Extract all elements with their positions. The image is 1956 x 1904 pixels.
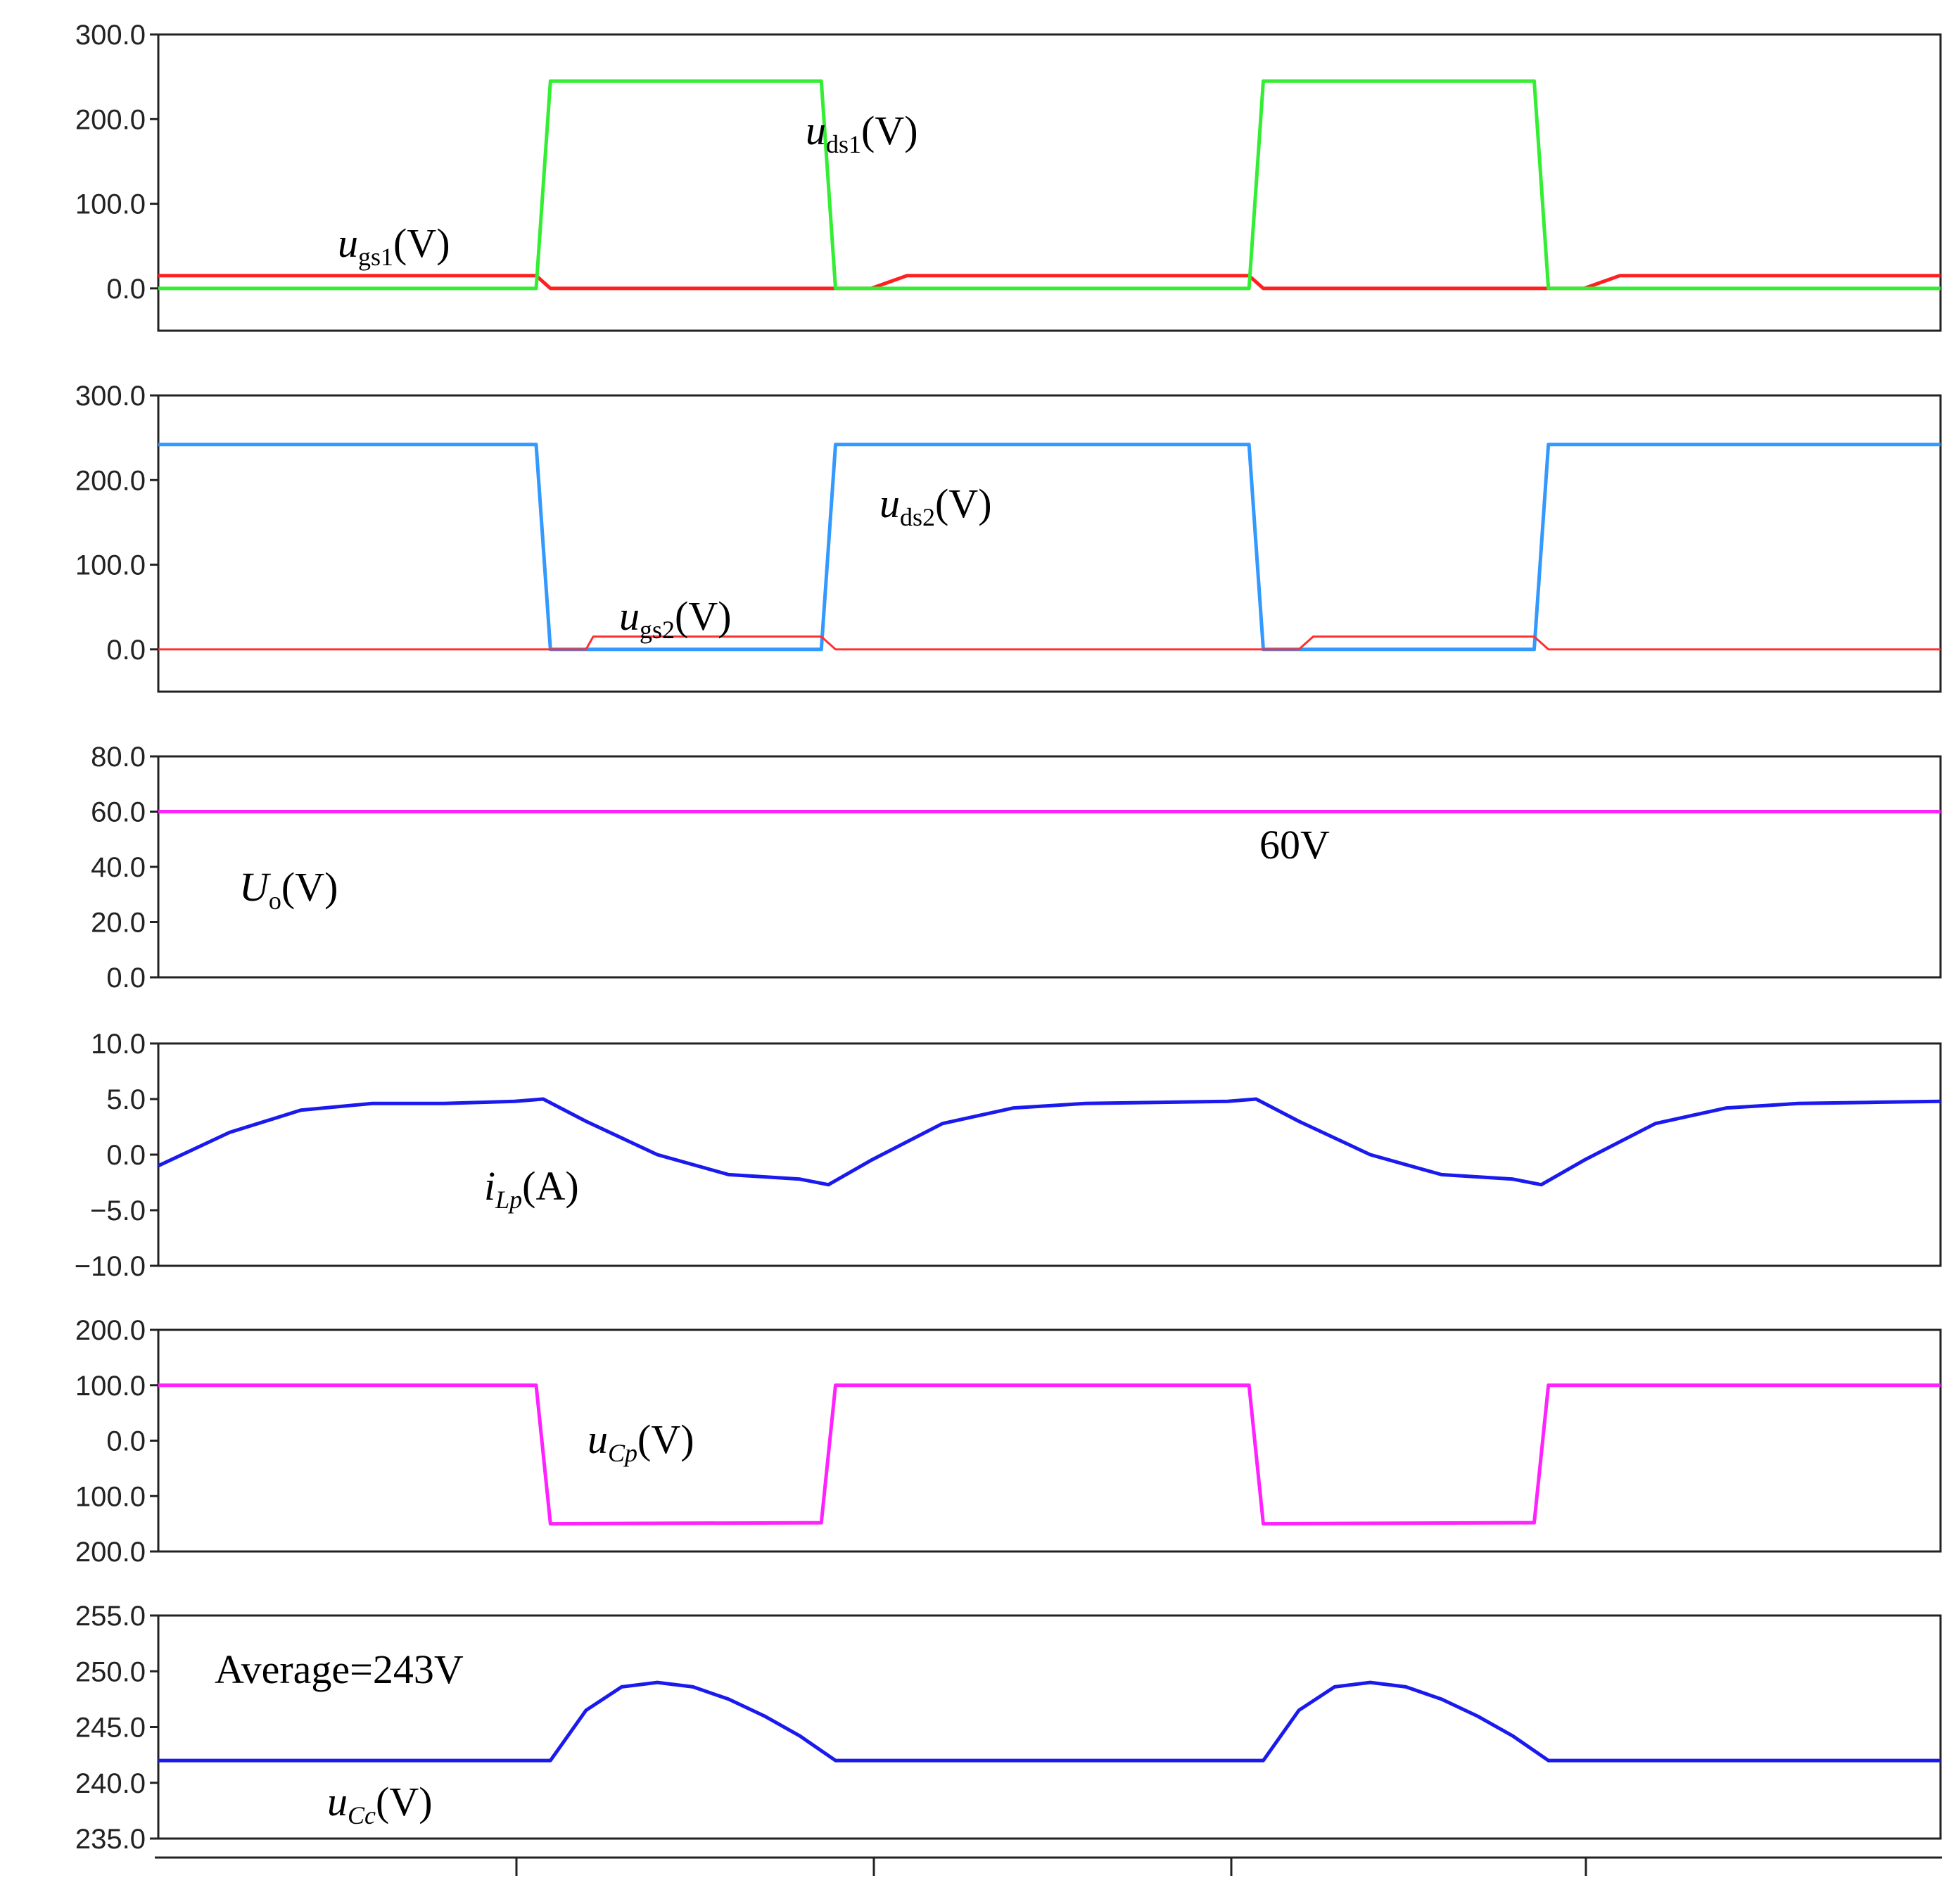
series-u-cc: [158, 1680, 1941, 1763]
panels: 300.0200.0100.00.0300.0200.0100.00.080.0…: [75, 20, 1942, 1855]
time-axis: [155, 1856, 1942, 1876]
plot-frame: [157, 394, 1942, 693]
plot-frame: [157, 33, 1942, 332]
series-u-ds2: [158, 443, 1941, 652]
series-u-ds1: [158, 79, 1941, 291]
label-ucp: uCp(V): [588, 1416, 694, 1467]
panel-2: 300.0 200.0 100.0 0.0: [75, 381, 1942, 693]
y-tick-label: 100.0: [75, 550, 146, 581]
plot-frame: [157, 1328, 1942, 1553]
y-tick-label: 0.0: [106, 1426, 146, 1457]
y-tick-label: 300.0: [75, 20, 146, 51]
series-u-gs1: [158, 274, 1941, 291]
y-tick-label: 235.0: [75, 1824, 146, 1855]
y-tick-label: 250.0: [75, 1656, 146, 1687]
y-tick-label: 0.0: [106, 1140, 146, 1171]
y-tick-label: 240.0: [75, 1768, 146, 1799]
y-tick-label: 245.0: [75, 1713, 146, 1744]
label-ucc: uCc(V): [327, 1779, 433, 1829]
y-tick-label: 0.0: [106, 635, 146, 666]
panel-1: 300.0 200.0 100.0 0.0: [75, 20, 1942, 332]
y-tick-label: 60.0: [91, 797, 146, 828]
y-tick-label: 300.0: [75, 381, 146, 412]
y-tick-label: 100.0: [75, 189, 146, 220]
label-average: Average=243V: [215, 1646, 464, 1692]
y-tick-label: 255.0: [75, 1601, 146, 1632]
y-tick-label: 80.0: [91, 742, 146, 773]
plot-frame: [157, 755, 1942, 979]
label-60v: 60V: [1259, 822, 1330, 868]
y-tick-label: 200.0: [75, 465, 146, 496]
y-tick-label: 0.0: [106, 963, 146, 994]
series-u-cp: [158, 1383, 1941, 1526]
y-tick-label: 40.0: [91, 852, 146, 883]
y-tick-label: 20.0: [91, 908, 146, 939]
panel-6: 255.0 250.0 245.0 240.0 235.0: [75, 1601, 1942, 1855]
label-uo: Uo(V): [239, 864, 338, 915]
y-tick-label: 200.0: [75, 104, 146, 135]
series-u-gs2: [158, 635, 1941, 651]
y-tick-label: 0.0: [106, 274, 146, 305]
y-tick-label: 100.0: [75, 1481, 146, 1512]
label-uds2: uds2(V): [879, 481, 992, 531]
series-i-lp: [157, 1097, 1941, 1187]
panel-4: 10.0 5.0 0.0 −5.0 −10.0: [75, 1029, 1942, 1282]
label-ugs2: ugs2(V): [619, 593, 732, 644]
plot-frame: [157, 1042, 1942, 1267]
label-ugs1: ugs1(V): [338, 220, 450, 271]
panel-5: 200.0 100.0 0.0 100.0 200.0: [75, 1315, 1942, 1568]
label-ilp: iLp(A): [484, 1163, 579, 1214]
y-tick-label: 200.0: [75, 1537, 146, 1568]
label-uds1: uds1(V): [806, 108, 918, 158]
y-tick-label: 200.0: [75, 1315, 146, 1346]
y-tick-label: −5.0: [90, 1195, 146, 1226]
y-tick-label: 100.0: [75, 1371, 146, 1402]
y-tick-label: −10.0: [75, 1251, 146, 1282]
y-tick-label: 5.0: [106, 1084, 146, 1115]
y-tick-label: 10.0: [91, 1029, 146, 1060]
panel-3: 80.0 60.0 40.0 20.0 0.0: [91, 742, 1942, 994]
